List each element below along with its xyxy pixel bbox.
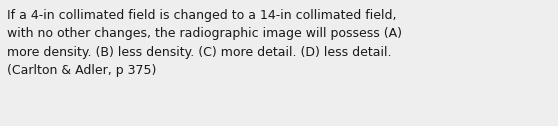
Text: If a 4-in collimated field is changed to a 14-in collimated field,
with no other: If a 4-in collimated field is changed to…: [7, 9, 402, 77]
